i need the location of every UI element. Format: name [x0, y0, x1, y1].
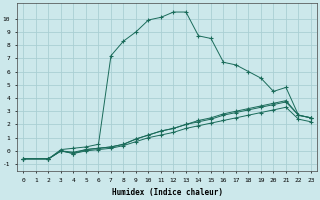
X-axis label: Humidex (Indice chaleur): Humidex (Indice chaleur): [112, 188, 223, 197]
